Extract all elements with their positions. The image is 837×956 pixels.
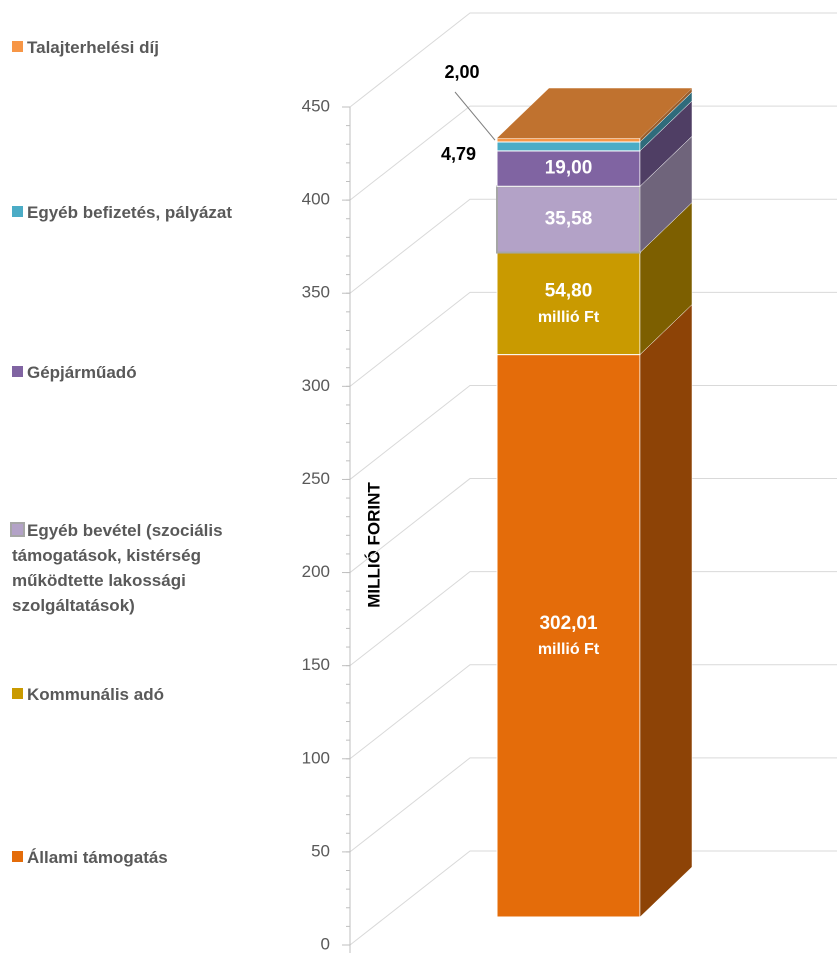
y-tick-label: 400: [302, 190, 330, 209]
legend-label: Állami támogatás: [27, 848, 168, 867]
legend-label: Talajterhelési díj: [27, 38, 159, 57]
legend-swatch: [10, 522, 25, 537]
grid-line: [349, 12, 837, 108]
leader-line: [454, 91, 496, 141]
y-tick-label: 200: [302, 562, 330, 581]
grid-line: [349, 384, 837, 480]
legend-label: Kommunális adó: [27, 685, 164, 704]
bar-segment: [496, 141, 641, 152]
data-label: 4,79: [441, 144, 476, 164]
legend-item: Gépjárműadó: [12, 360, 282, 385]
bar-segment: [496, 150, 641, 187]
grid-line: [349, 105, 837, 201]
bar-side: [639, 304, 693, 918]
y-tick-label: 0: [321, 934, 330, 953]
y-tick-label: 50: [311, 841, 330, 860]
y-tick-label: 300: [302, 376, 330, 395]
legend-swatch: [12, 41, 23, 52]
grid-line: [349, 664, 837, 760]
bar-segment: [496, 185, 641, 254]
legend-label: Egyéb befizetés, pályázat: [27, 203, 233, 222]
legend-swatch: [12, 688, 23, 699]
data-label: 302,01: [539, 613, 598, 634]
grid-line: [349, 571, 837, 667]
data-label-unit: millió Ft: [538, 309, 600, 326]
data-label-unit: millió Ft: [538, 641, 600, 658]
y-axis-title: MILLIÓ FORINT: [364, 482, 383, 608]
grid-line: [349, 478, 837, 573]
legend-swatch: [12, 366, 23, 377]
grid-line: [349, 850, 837, 946]
y-tick-label: 250: [302, 469, 330, 488]
legend-item: Állami támogatás: [12, 845, 282, 870]
data-label: 35,58: [545, 208, 593, 229]
y-tick-label: 350: [302, 283, 330, 302]
legend-item: Talajterhelési díj: [12, 35, 282, 60]
data-label: 2,00: [444, 62, 479, 82]
grid-line: [349, 198, 837, 294]
bar-segment: [496, 354, 641, 918]
legend-item: Kommunális adó: [12, 682, 282, 707]
y-tick-label: 100: [302, 748, 330, 767]
bar-segment: [496, 252, 641, 356]
y-tick-label: 450: [302, 96, 330, 115]
legend-swatch: [12, 206, 23, 217]
legend-swatch: [12, 851, 23, 862]
bar-side: [639, 87, 693, 143]
bar-segment: [496, 137, 641, 143]
data-label: 54,80: [545, 281, 593, 302]
data-label: 19,00: [545, 158, 593, 179]
grid-line: [349, 291, 837, 387]
y-tick-label: 150: [302, 655, 330, 674]
legend-label: Gépjárműadó: [27, 363, 137, 382]
legend-label: Egyéb bevétel (szociális támogatások, ki…: [12, 521, 223, 615]
legend-item: Egyéb bevétel (szociális támogatások, ki…: [10, 518, 274, 618]
grid-line: [349, 757, 837, 853]
legend-item: Egyéb befizetés, pályázat: [12, 200, 282, 225]
bar-top: [497, 88, 692, 139]
